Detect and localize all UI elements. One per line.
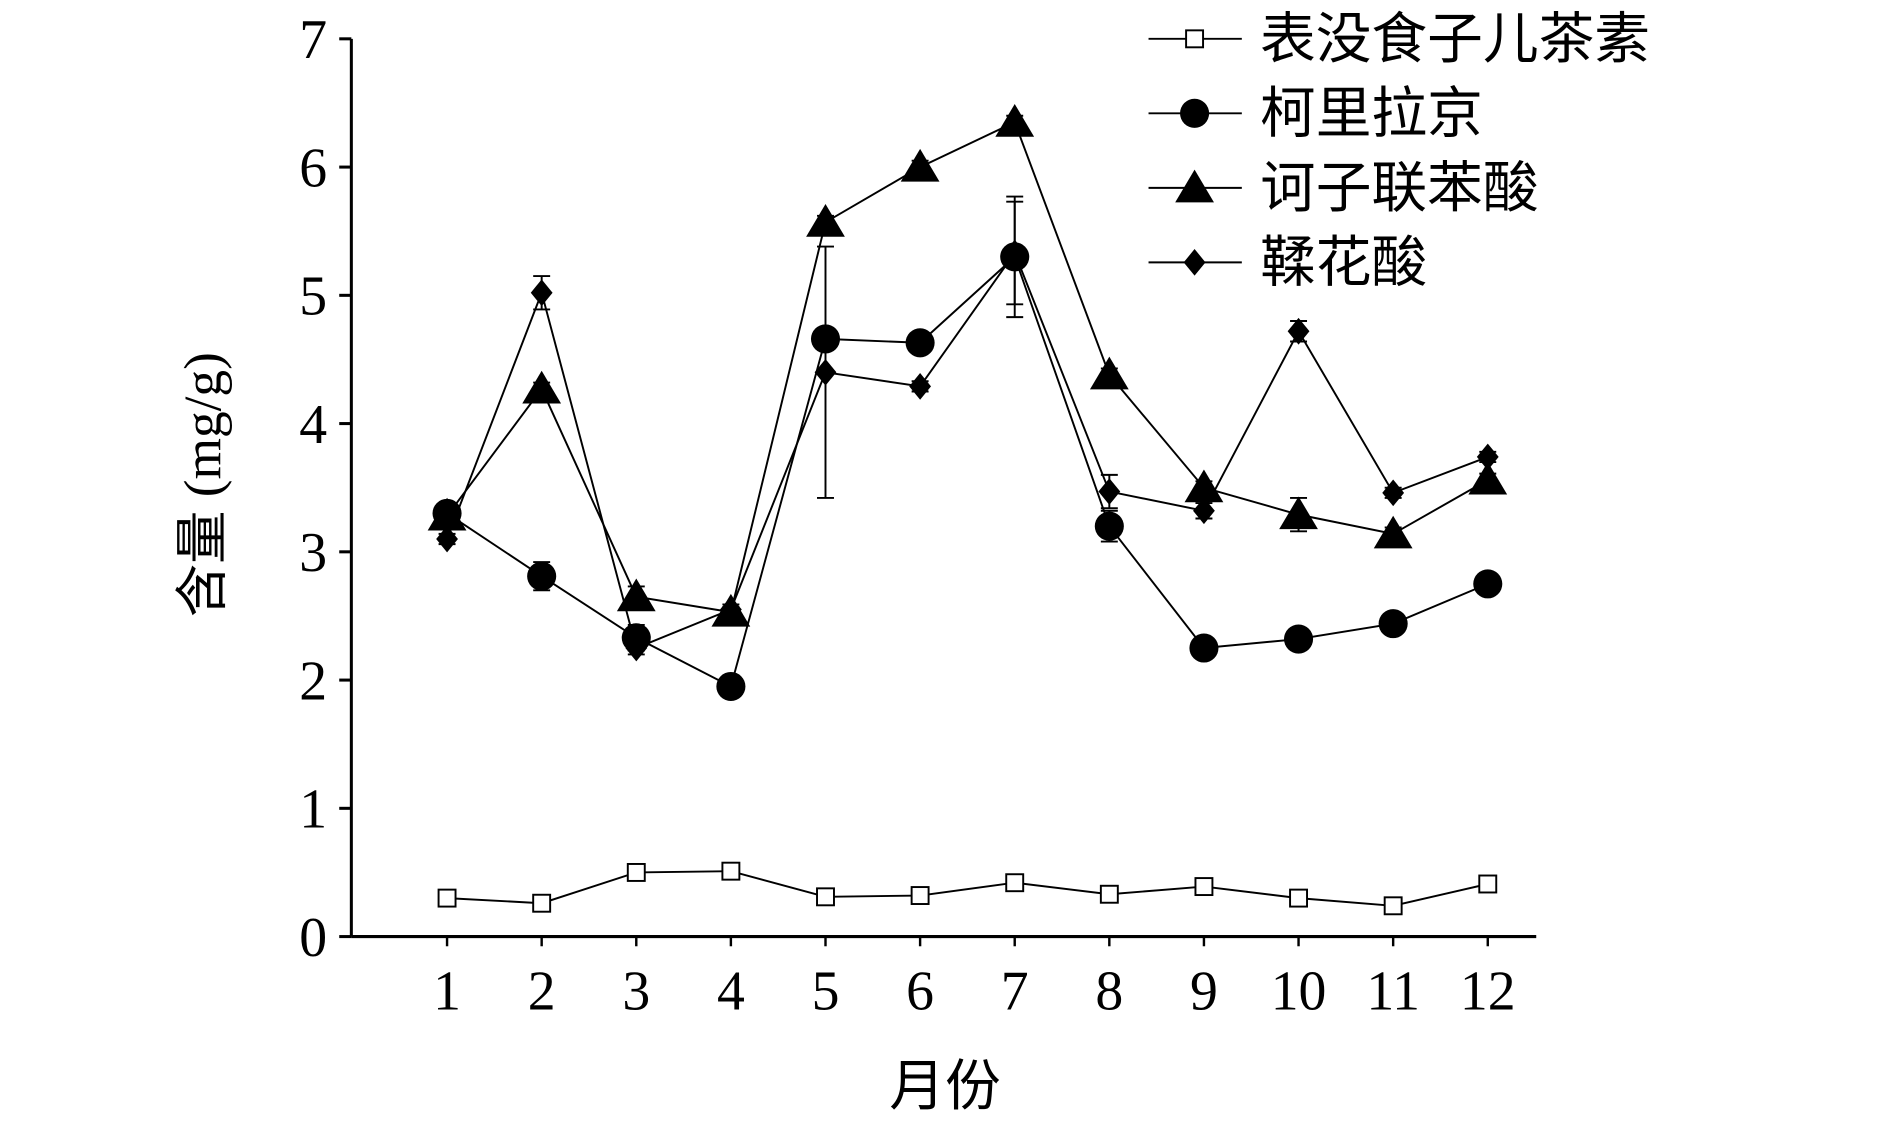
legend-label: 诃子联苯酸 [1260, 158, 1539, 220]
y-tick-label: 0 [299, 907, 327, 969]
data-point [1287, 317, 1310, 345]
data-point [1094, 511, 1124, 541]
data-point [1289, 888, 1308, 908]
legend-marker [1183, 249, 1206, 276]
legend-label: 鞣花酸 [1260, 233, 1427, 295]
x-tick-label: 3 [622, 960, 650, 1022]
y-tick-label: 5 [299, 266, 327, 328]
data-point [1468, 461, 1508, 495]
y-axis-label: 含量 (mg/g) [174, 352, 233, 617]
x-axis-label: 月份 [889, 1056, 1000, 1118]
data-point [1279, 496, 1318, 530]
x-tick-label: 4 [717, 960, 745, 1022]
x-tick-label: 1 [433, 960, 461, 1022]
data-point [900, 148, 940, 182]
data-point [522, 370, 562, 404]
data-point [814, 358, 837, 386]
data-point [1089, 356, 1129, 390]
data-point [910, 886, 930, 905]
data-point [995, 104, 1035, 137]
data-point [437, 888, 457, 908]
data-point [530, 279, 553, 307]
data-point [1473, 569, 1503, 599]
x-tick-label: 9 [1190, 960, 1218, 1022]
x-tick-label: 2 [528, 960, 556, 1022]
data-point [1373, 515, 1413, 549]
data-point [1284, 624, 1314, 654]
data-point [427, 497, 467, 531]
legend-label: 柯里拉京 [1260, 84, 1483, 146]
legend-marker [1185, 29, 1205, 49]
legend-label: 表没食子儿茶素 [1260, 9, 1650, 71]
data-point [905, 328, 935, 358]
data-point [626, 863, 646, 882]
x-tick-label: 7 [1001, 960, 1029, 1022]
series-line [446, 250, 1489, 650]
data-point [532, 893, 552, 913]
data-point [1005, 873, 1025, 893]
x-tick-label: 6 [906, 960, 934, 1022]
data-point [616, 578, 656, 612]
series-line [446, 255, 1489, 688]
x-tick-label: 11 [1366, 960, 1420, 1022]
data-point [1476, 443, 1499, 471]
x-tick-label: 12 [1460, 960, 1516, 1022]
series-line [446, 120, 1489, 614]
data-point [1478, 874, 1498, 894]
data-point [1383, 896, 1403, 916]
data-point [721, 861, 741, 881]
y-tick-label: 6 [299, 137, 327, 199]
data-point [1098, 478, 1121, 505]
data-point [1378, 609, 1408, 639]
x-tick-label: 5 [812, 960, 840, 1022]
y-tick-label: 1 [299, 779, 327, 841]
data-point [1189, 633, 1219, 663]
legend-marker [1180, 98, 1210, 128]
x-tick-label: 10 [1271, 960, 1327, 1022]
y-tick-label: 3 [299, 522, 327, 584]
data-point [719, 596, 742, 623]
series-line [447, 870, 1488, 907]
data-point [527, 561, 557, 591]
data-point [625, 634, 648, 662]
data-point [806, 204, 845, 237]
data-point [1194, 877, 1214, 897]
y-tick-label: 7 [299, 9, 327, 71]
data-point [1382, 479, 1405, 507]
legend-marker [1175, 169, 1214, 203]
y-tick-label: 2 [299, 650, 327, 712]
data-point [816, 887, 835, 907]
x-tick-label: 8 [1095, 960, 1123, 1022]
y-tick-label: 4 [299, 394, 327, 456]
data-point [716, 671, 746, 702]
data-point [1099, 884, 1119, 904]
